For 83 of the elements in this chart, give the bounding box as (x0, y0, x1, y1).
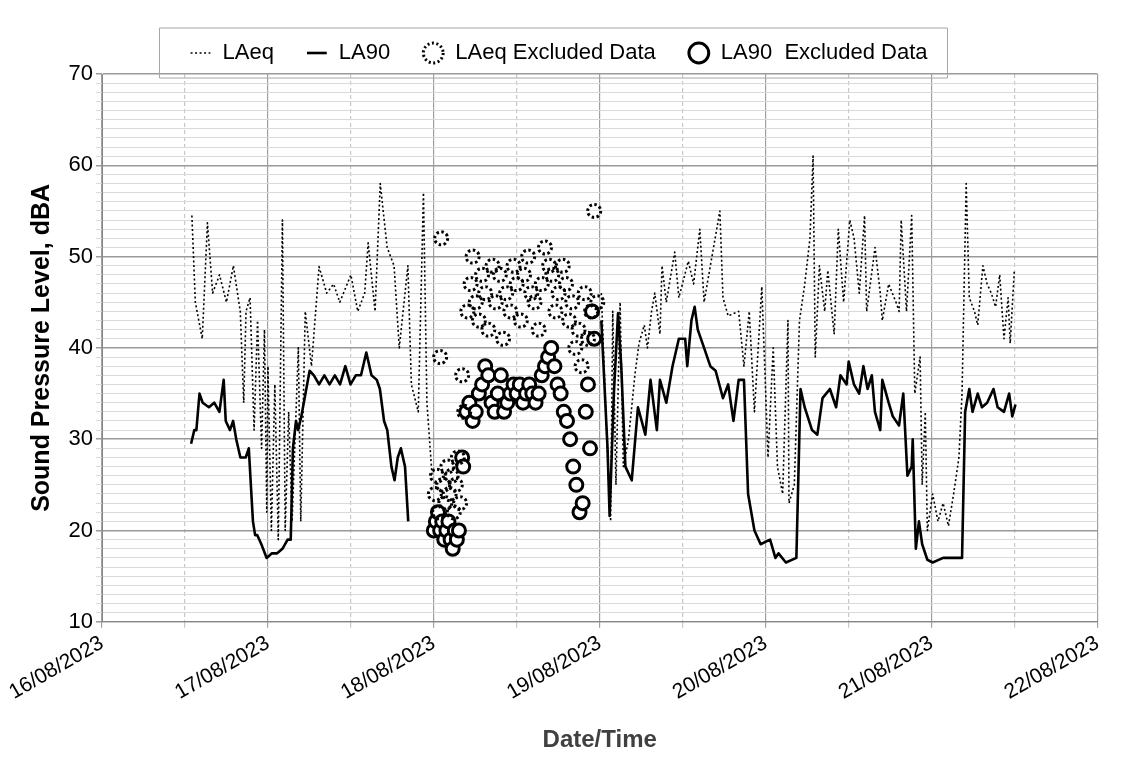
point (487, 294, 504, 311)
y-axis-title: Sound Pressure Level, dBA (26, 183, 55, 512)
point (449, 449, 466, 466)
point (459, 303, 476, 320)
point (443, 467, 460, 484)
point (433, 230, 450, 247)
y-tick-label: 70 (68, 60, 94, 86)
point (491, 266, 508, 283)
point (574, 495, 591, 512)
point (565, 458, 582, 475)
point (467, 294, 484, 311)
point (570, 321, 587, 338)
legend-label: LA90 Excluded Data (720, 39, 929, 65)
point (428, 467, 445, 484)
point (550, 285, 567, 302)
y-tick-label: 20 (68, 516, 94, 542)
point (480, 367, 497, 384)
y-tick-label: 50 (68, 242, 94, 268)
point (467, 403, 484, 420)
point (426, 486, 443, 502)
point (568, 476, 585, 493)
point (526, 294, 543, 311)
point (508, 276, 525, 292)
point (450, 522, 467, 539)
point (437, 495, 454, 512)
legend-label: LA90 (338, 39, 391, 65)
point (564, 294, 581, 311)
point (495, 330, 512, 347)
point (573, 358, 590, 375)
point (474, 266, 491, 283)
point (554, 257, 571, 274)
legend-label: LAeq Excluded Data (455, 39, 657, 65)
point (464, 248, 481, 265)
point (492, 367, 509, 384)
point (567, 339, 584, 356)
point (512, 312, 529, 329)
point (523, 285, 540, 302)
point (452, 495, 469, 512)
point (577, 403, 594, 420)
point (505, 257, 522, 274)
point (498, 285, 515, 302)
point (576, 285, 593, 302)
point (477, 285, 494, 302)
point (439, 458, 456, 475)
point (557, 276, 574, 292)
point (552, 385, 569, 402)
point (520, 248, 537, 265)
point (543, 339, 560, 356)
y-tick-label: 30 (68, 425, 94, 451)
point (455, 458, 472, 475)
point (502, 303, 519, 320)
point (579, 330, 596, 347)
point (558, 412, 575, 429)
point (435, 476, 452, 493)
point (447, 476, 464, 493)
point (562, 431, 579, 448)
point (589, 294, 606, 311)
point (579, 376, 596, 393)
point (541, 257, 558, 274)
point (484, 257, 501, 274)
y-tick-label: 10 (68, 607, 94, 633)
y-tick-label: 40 (68, 333, 94, 359)
legend-label: LAeq (222, 39, 274, 65)
point (582, 440, 599, 457)
point (454, 367, 471, 384)
point (546, 358, 563, 375)
y-tick-label: 60 (68, 151, 94, 177)
point (445, 504, 462, 521)
point (470, 312, 487, 329)
point (536, 239, 553, 256)
point (561, 312, 578, 329)
point (533, 276, 550, 292)
point (544, 266, 561, 283)
point (432, 349, 449, 366)
point (547, 303, 564, 320)
point (480, 321, 497, 338)
point (462, 276, 479, 292)
point (530, 321, 547, 338)
x-axis-title: Date/Time (542, 725, 657, 753)
point (441, 486, 458, 502)
point (586, 202, 603, 219)
point (516, 266, 533, 283)
point (530, 385, 547, 402)
